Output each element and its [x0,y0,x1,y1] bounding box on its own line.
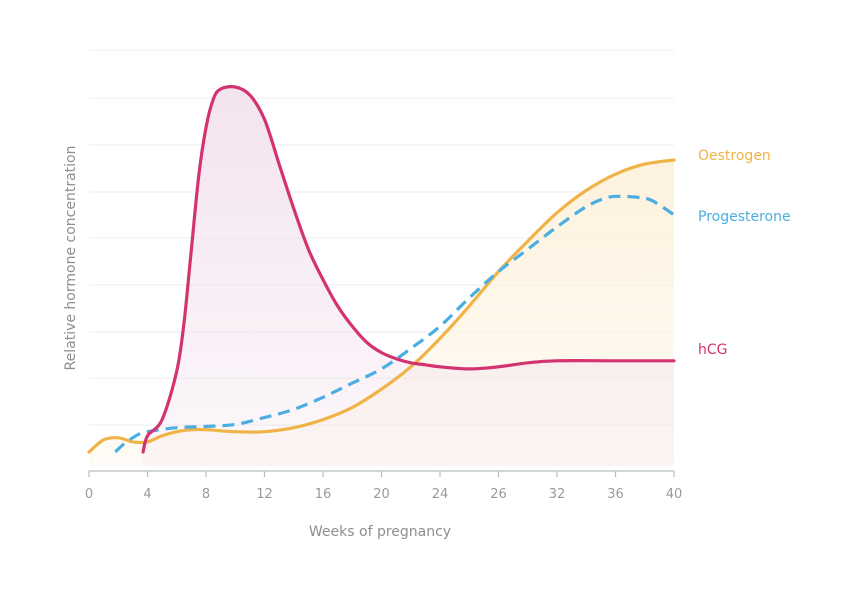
area-fills [89,86,675,466]
x-tick-label: 20 [373,487,390,502]
y-axis-title: Relative hormone concentration [63,146,79,371]
oestrogen-label: Oestrogen [698,148,771,164]
progesterone-label: Progesterone [698,209,791,225]
x-tick-label: 24 [432,487,449,502]
x-tick-label: 16 [315,487,332,502]
hcg-line [141,85,676,454]
x-tick-label: 36 [607,487,624,502]
x-axis: 0 4 8 12 16 20 24 26 32 36 40 [85,470,683,502]
x-tick-label: 32 [549,487,566,502]
series-lines [87,85,676,454]
progesterone-line [114,194,675,454]
x-axis-title: Weeks of pregnancy [309,524,451,540]
x-tick-label: 26 [490,487,507,502]
hcg-label: hCG [698,342,728,358]
hcg-area [143,86,675,466]
x-tick-label: 8 [202,487,210,502]
x-tick-label: 4 [143,487,151,502]
x-tick-label: 40 [666,487,683,502]
x-tick-label: 12 [256,487,273,502]
series-labels: Oestrogen Progesterone hCG [698,148,791,358]
oestrogen-line [87,158,676,454]
x-tick-label: 0 [85,487,93,502]
